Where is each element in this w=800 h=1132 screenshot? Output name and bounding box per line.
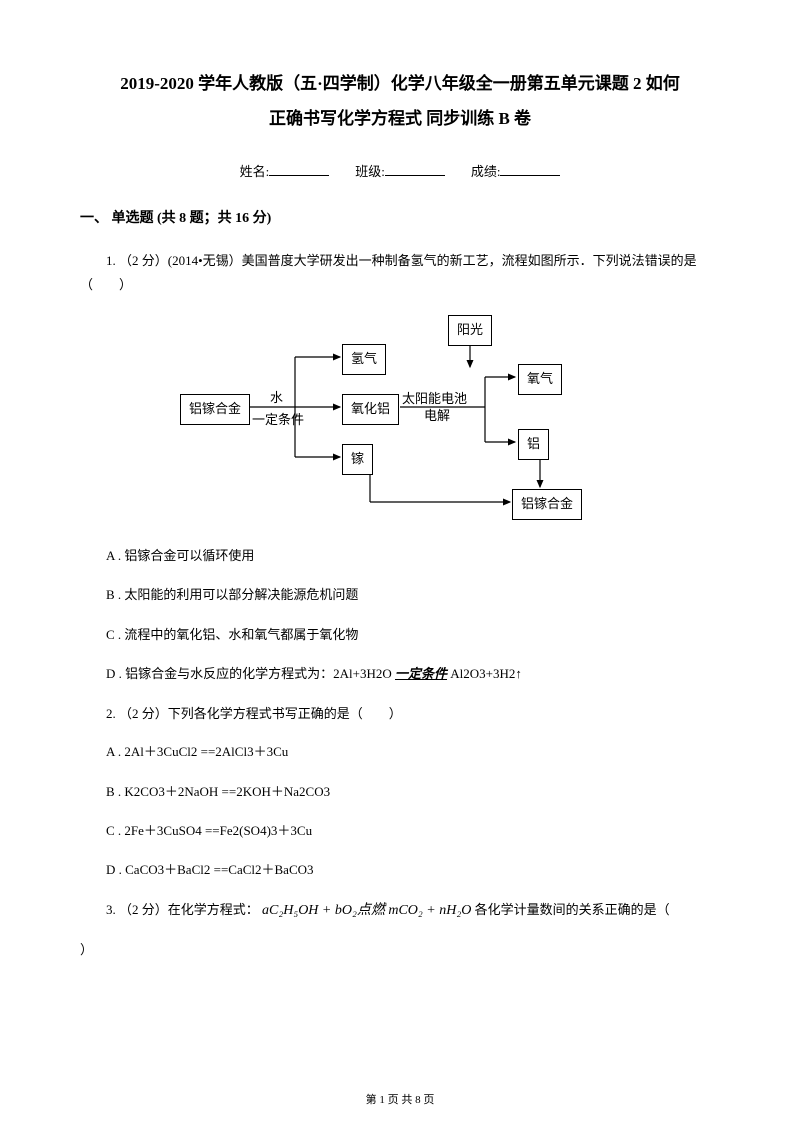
score-label: 成绩: [471, 162, 501, 183]
class-blank[interactable] [385, 162, 445, 176]
q2-optB: B . K2CO3＋2NaOH ==2KOH＋Na2CO3 [80, 780, 720, 803]
q2-optD: D . CaCO3＋BaCl2 ==CaCl2＋BaCO3 [80, 858, 720, 881]
title-line-1: 2019-2020 学年人教版（五·四学制）化学八年级全一册第五单元课题 2 如… [80, 70, 720, 97]
name-label: 姓名: [240, 162, 270, 183]
q1-optC: C . 流程中的氧化铝、水和氧气都属于氧化物 [80, 623, 720, 646]
node-al2o3: 氧化铝 [342, 394, 399, 425]
title-line-2: 正确书写化学方程式 同步训练 B 卷 [80, 105, 720, 132]
q3-pre: 3. （2 分）在化学方程式： [106, 902, 262, 917]
q3-end: ） [80, 938, 720, 963]
q1-optB: B . 太阳能的利用可以部分解决能源危机问题 [80, 583, 720, 606]
node-h2: 氢气 [342, 344, 386, 375]
node-o2: 氧气 [518, 364, 562, 395]
label-cond: 一定条件 [252, 410, 304, 431]
q1-diagram: 铝镓合金 氢气 氧化铝 镓 阳光 氧气 铝 铝镓合金 水 一定条件 太阳能电池 … [180, 312, 620, 522]
node-alloy: 铝镓合金 [180, 394, 250, 425]
node-sun: 阳光 [448, 315, 492, 346]
q1-optD-post: Al2O3+3H2↑ [447, 666, 522, 681]
score-blank[interactable] [500, 162, 560, 176]
label-solar2: 电解 [424, 406, 450, 427]
q2-optC: C . 2Fe＋3CuSO4 ==Fe2(SO4)3＋3Cu [80, 819, 720, 842]
q3-post: 各化学计量数间的关系正确的是（ [471, 902, 682, 917]
q1-optD: D . 铝镓合金与水反应的化学方程式为：2Al+3H2O 一定条件 Al2O3+… [80, 662, 720, 685]
node-alloy2: 铝镓合金 [512, 489, 582, 520]
q1-optD-cond: 一定条件 [395, 666, 447, 681]
class-label: 班级: [355, 162, 385, 183]
label-water: 水 [270, 388, 283, 409]
section-header: 一、 单选题 (共 8 题；共 16 分) [80, 208, 720, 230]
node-al: 铝 [518, 429, 549, 460]
node-ga: 镓 [342, 444, 373, 475]
name-blank[interactable] [269, 162, 329, 176]
q2-optA: A . 2Al＋3CuCl2 ==2AlCl3＋3Cu [80, 740, 720, 763]
q3-stem: 3. （2 分）在化学方程式： aC₂H₅OH + bO₂点燃 mCO₂ + n… [80, 898, 720, 925]
page-footer: 第 1 页 共 8 页 [0, 1092, 800, 1110]
q1-stem: 1. （2 分）(2014•无锡）美国普度大学研发出一种制备氢气的新工艺，流程如… [80, 249, 720, 298]
q1-optA: A . 铝镓合金可以循环使用 [80, 544, 720, 567]
q1-optD-pre: D . 铝镓合金与水反应的化学方程式为：2Al+3H2O [106, 666, 395, 681]
name-row: 姓名: 班级: 成绩: [80, 162, 720, 183]
q2-stem: 2. （2 分）下列各化学方程式书写正确的是（ ） [80, 702, 720, 727]
q3-formula: aC₂H₅OH + bO₂点燃 mCO₂ + nH₂O [262, 903, 471, 918]
